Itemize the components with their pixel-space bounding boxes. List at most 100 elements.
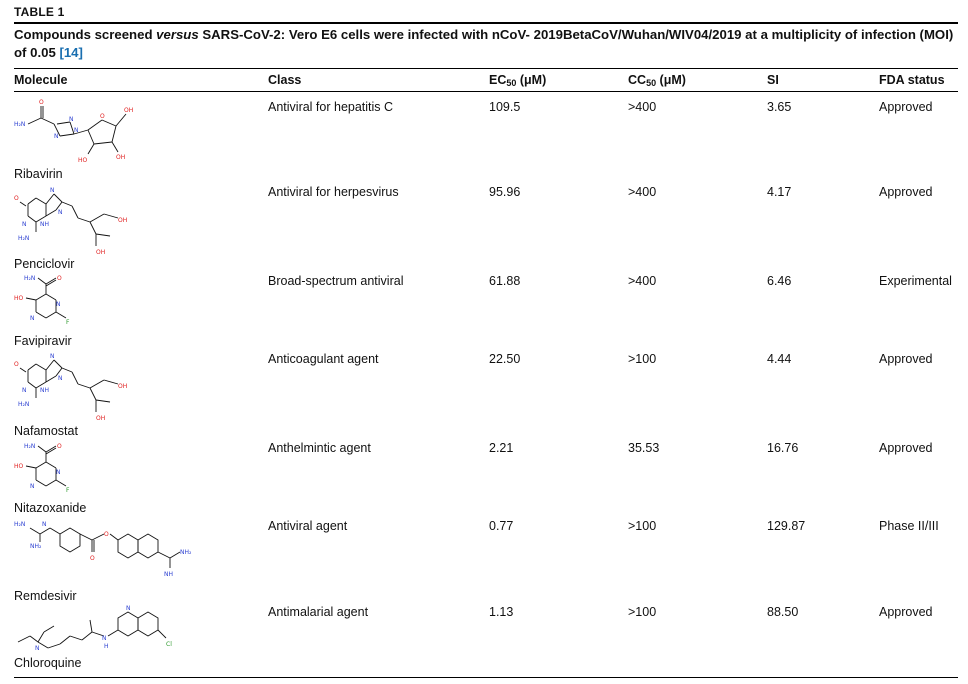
si-cell: 3.65 xyxy=(767,100,792,114)
cc50-cell: >100 xyxy=(628,519,657,533)
table-label: TABLE 1 xyxy=(14,5,65,19)
svg-text:O: O xyxy=(57,275,62,282)
remdesivir-structure: H₂N N NH₂ O O NH₂ NH xyxy=(14,516,224,588)
molecule-name: Favipiravir xyxy=(14,334,72,348)
header-cc50: CC50 (μM) xyxy=(628,73,686,88)
caption-emphasis: versus xyxy=(156,27,199,42)
svg-text:O: O xyxy=(90,555,95,562)
class-cell: Antiviral for herpesvirus xyxy=(268,185,399,199)
caption-text-rest: SARS-CoV-2: Vero E6 cells were infected … xyxy=(14,27,954,60)
svg-text:O: O xyxy=(100,113,105,120)
svg-text:N: N xyxy=(50,353,55,360)
svg-text:N: N xyxy=(58,375,63,382)
top-rule xyxy=(14,22,958,24)
header-rule xyxy=(14,91,958,92)
fda-status-cell: Approved xyxy=(879,185,933,199)
cc50-cell: >100 xyxy=(628,352,657,366)
svg-text:N: N xyxy=(74,127,79,134)
chloroquine-structure: N N H N Cl xyxy=(14,602,184,656)
ec50-cell: 61.88 xyxy=(489,274,521,288)
svg-text:H₂N: H₂N xyxy=(24,275,35,282)
svg-text:NH: NH xyxy=(40,221,49,228)
class-cell: Anticoagulant agent xyxy=(268,352,379,366)
svg-text:OH: OH xyxy=(96,249,105,256)
svg-text:O: O xyxy=(104,531,109,538)
svg-text:NH: NH xyxy=(40,387,49,394)
fda-status-cell: Approved xyxy=(879,605,933,619)
svg-text:N: N xyxy=(54,133,59,140)
ec50-cell: 95.96 xyxy=(489,185,521,199)
ec50-cell: 2.21 xyxy=(489,441,514,455)
class-cell: Antimalarial agent xyxy=(268,605,369,619)
si-cell: 6.46 xyxy=(767,274,792,288)
svg-text:OH: OH xyxy=(96,415,105,422)
header-ec50: EC50 (μM) xyxy=(489,73,547,88)
nitazoxanide-structure: H₂N O HO N N F xyxy=(14,440,94,502)
svg-text:O: O xyxy=(57,443,62,450)
svg-text:HO: HO xyxy=(14,463,24,470)
svg-text:Cl: Cl xyxy=(166,641,172,648)
svg-text:H₂N: H₂N xyxy=(18,401,29,408)
ribavirin-structure: H₂N O N N N O OH OH HO xyxy=(14,96,144,168)
svg-text:OH: OH xyxy=(118,217,127,224)
ec50-cell: 1.13 xyxy=(489,605,514,619)
class-cell: Antiviral for hepatitis C xyxy=(268,100,394,114)
svg-text:OH: OH xyxy=(118,383,127,390)
table-caption: Compounds screened versus SARS-CoV-2: Ve… xyxy=(14,26,958,62)
svg-text:HO: HO xyxy=(14,295,24,302)
molecule-name: Nafamostat xyxy=(14,424,78,438)
class-cell: Anthelmintic agent xyxy=(268,441,371,455)
svg-text:H₂N: H₂N xyxy=(14,521,25,528)
reference-link[interactable]: [14] xyxy=(59,45,83,60)
fda-status-cell: Experimental xyxy=(879,274,952,288)
svg-text:N: N xyxy=(35,645,40,652)
molecule-name: Remdesivir xyxy=(14,589,77,603)
svg-text:N: N xyxy=(30,315,35,322)
cc50-cell: >400 xyxy=(628,100,657,114)
svg-text:H₂N: H₂N xyxy=(24,443,35,450)
svg-text:N: N xyxy=(56,469,61,476)
class-cell: Broad-spectrum antiviral xyxy=(268,274,404,288)
svg-text:O: O xyxy=(14,195,19,202)
svg-text:F: F xyxy=(66,319,70,326)
header-class: Class xyxy=(268,73,302,87)
si-cell: 129.87 xyxy=(767,519,806,533)
svg-text:N: N xyxy=(22,387,27,394)
si-cell: 88.50 xyxy=(767,605,799,619)
svg-text:H₂N: H₂N xyxy=(18,235,29,242)
fda-status-cell: Approved xyxy=(879,100,933,114)
si-cell: 4.17 xyxy=(767,185,792,199)
cc50-cell: >400 xyxy=(628,185,657,199)
svg-text:NH₂: NH₂ xyxy=(180,549,192,556)
svg-text:O: O xyxy=(14,361,19,368)
svg-text:N: N xyxy=(69,116,74,123)
molecule-name: Chloroquine xyxy=(14,656,82,670)
cc50-cell: 35.53 xyxy=(628,441,660,455)
svg-text:N: N xyxy=(126,605,131,612)
svg-text:NH₂: NH₂ xyxy=(30,543,42,550)
svg-text:NH: NH xyxy=(164,571,173,578)
bottom-rule xyxy=(14,677,958,678)
fda-status-cell: Approved xyxy=(879,441,933,455)
svg-text:N: N xyxy=(50,187,55,194)
svg-text:F: F xyxy=(66,487,70,494)
svg-text:OH: OH xyxy=(124,107,133,114)
ec50-cell: 22.50 xyxy=(489,352,521,366)
svg-text:O: O xyxy=(39,99,44,106)
svg-text:H₂N: H₂N xyxy=(14,121,25,128)
svg-text:H: H xyxy=(104,643,109,650)
cc50-cell: >400 xyxy=(628,274,657,288)
svg-text:N: N xyxy=(58,209,63,216)
si-cell: 4.44 xyxy=(767,352,792,366)
caption-rule xyxy=(14,68,958,69)
svg-text:N: N xyxy=(102,635,107,642)
fda-status-cell: Approved xyxy=(879,352,933,366)
header-si: SI xyxy=(767,73,779,87)
caption-text: Compounds screened xyxy=(14,27,157,42)
header-molecule: Molecule xyxy=(14,73,68,87)
favipiravir-structure: H₂N O HO N N F xyxy=(14,272,94,334)
svg-text:N: N xyxy=(56,301,61,308)
ec50-cell: 109.5 xyxy=(489,100,521,114)
header-fda-status: FDA status xyxy=(879,73,945,87)
penciclovir-structure: O N N N NH H₂N OH OH xyxy=(14,184,144,258)
